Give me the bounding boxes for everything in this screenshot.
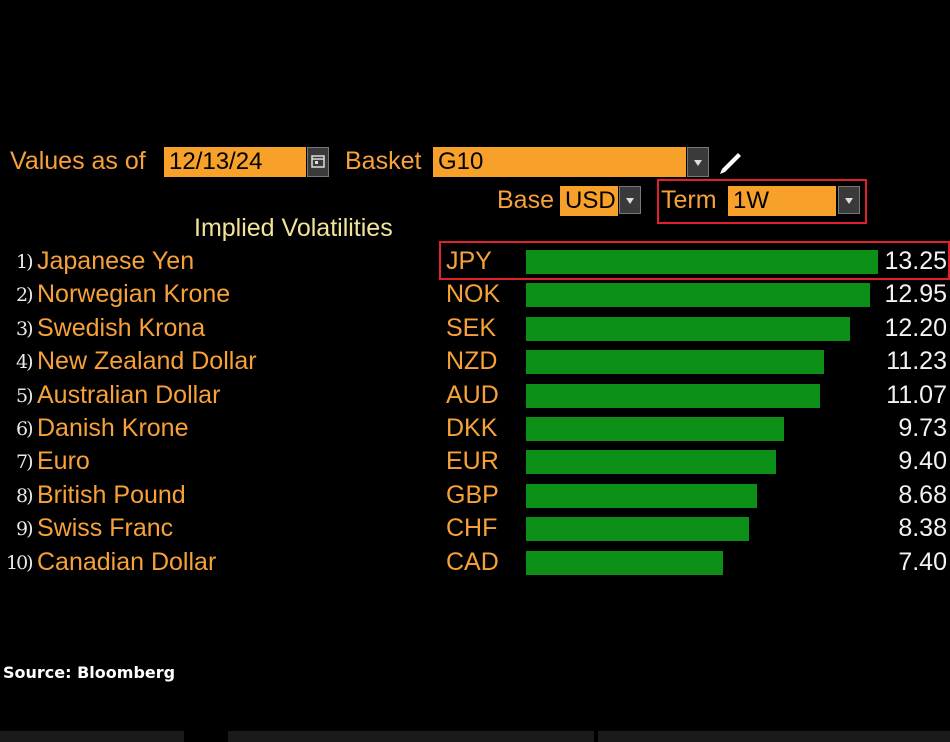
row-currency-code: NOK xyxy=(446,280,501,308)
row-rank: 10) xyxy=(6,552,34,574)
values-as-of-label: Values as of xyxy=(10,147,146,175)
row-currency-code: EUR xyxy=(446,447,499,475)
row-value: 8.38 xyxy=(898,514,947,542)
bar-aud xyxy=(526,384,821,408)
basket-dropdown-button[interactable] xyxy=(687,147,709,177)
bar-nok xyxy=(526,283,871,307)
row-currency-code: GBP xyxy=(446,481,499,509)
footer-bar-mid xyxy=(228,731,594,742)
row-currency-name[interactable]: New Zealand Dollar xyxy=(37,347,257,375)
row-currency-name[interactable]: Swiss Franc xyxy=(37,514,174,542)
row-rank: 9) xyxy=(16,518,33,540)
bar-eur xyxy=(526,450,776,474)
row-value: 8.68 xyxy=(898,481,947,509)
pencil-icon[interactable] xyxy=(716,148,744,176)
row-currency-name[interactable]: Danish Krone xyxy=(37,414,189,442)
row-rank: 2) xyxy=(16,284,33,306)
row-value: 9.40 xyxy=(898,447,947,475)
row-value: 12.95 xyxy=(884,280,947,308)
row-value: 11.23 xyxy=(886,347,947,375)
calendar-icon xyxy=(311,155,325,168)
row-currency-name[interactable]: Euro xyxy=(37,447,90,475)
term-dropdown-button[interactable] xyxy=(838,186,860,214)
base-label: Base xyxy=(497,186,554,214)
bar-cad xyxy=(526,551,723,575)
date-input[interactable]: 12/13/24 xyxy=(164,147,306,177)
row-currency-code: JPY xyxy=(446,247,492,275)
row-currency-code: DKK xyxy=(446,414,498,442)
source-label: Source: Bloomberg xyxy=(3,663,176,682)
base-select[interactable]: USD xyxy=(560,186,618,216)
row-rank: 8) xyxy=(16,485,33,507)
calendar-button[interactable] xyxy=(307,147,329,177)
chart-title: Implied Volatilities xyxy=(194,214,393,242)
base-dropdown-button[interactable] xyxy=(619,186,641,214)
row-value: 9.73 xyxy=(898,414,947,442)
bar-chf xyxy=(526,517,749,541)
row-rank: 6) xyxy=(16,418,33,440)
bar-sek xyxy=(526,317,851,341)
bar-dkk xyxy=(526,417,785,441)
row-currency-code: NZD xyxy=(446,347,498,375)
row-currency-name[interactable]: Japanese Yen xyxy=(37,247,195,275)
jpy-highlight-box xyxy=(439,241,950,280)
chevron-down-icon xyxy=(694,160,702,166)
row-rank: 1) xyxy=(16,251,33,273)
row-rank: 5) xyxy=(16,385,33,407)
footer-bar-right xyxy=(598,731,950,742)
bar-gbp xyxy=(526,484,757,508)
row-currency-name[interactable]: Norwegian Krone xyxy=(37,280,231,308)
bar-jpy xyxy=(526,250,878,274)
row-rank: 4) xyxy=(16,351,33,373)
basket-label: Basket xyxy=(345,147,422,175)
row-value: 12.20 xyxy=(884,314,947,342)
basket-select[interactable]: G10 xyxy=(433,147,686,177)
footer-bar-left xyxy=(0,731,184,742)
chevron-down-icon xyxy=(626,198,634,204)
term-select[interactable]: 1W xyxy=(728,186,836,216)
row-currency-name[interactable]: Swedish Krona xyxy=(37,314,206,342)
bar-nzd xyxy=(526,350,825,374)
row-rank: 7) xyxy=(16,451,33,473)
term-label: Term xyxy=(661,186,717,214)
row-currency-code: CHF xyxy=(446,514,498,542)
row-currency-code: AUD xyxy=(446,381,499,409)
row-value: 7.40 xyxy=(898,548,947,576)
row-rank: 3) xyxy=(16,318,33,340)
row-value: 11.07 xyxy=(886,381,947,409)
row-currency-code: SEK xyxy=(446,314,497,342)
term-highlight-box xyxy=(657,179,867,224)
row-currency-name[interactable]: British Pound xyxy=(37,481,186,509)
row-currency-name[interactable]: Canadian Dollar xyxy=(37,548,217,576)
row-currency-name[interactable]: Australian Dollar xyxy=(37,381,221,409)
row-value: 13.25 xyxy=(884,247,947,275)
chevron-down-icon xyxy=(845,198,853,204)
row-currency-code: CAD xyxy=(446,548,499,576)
